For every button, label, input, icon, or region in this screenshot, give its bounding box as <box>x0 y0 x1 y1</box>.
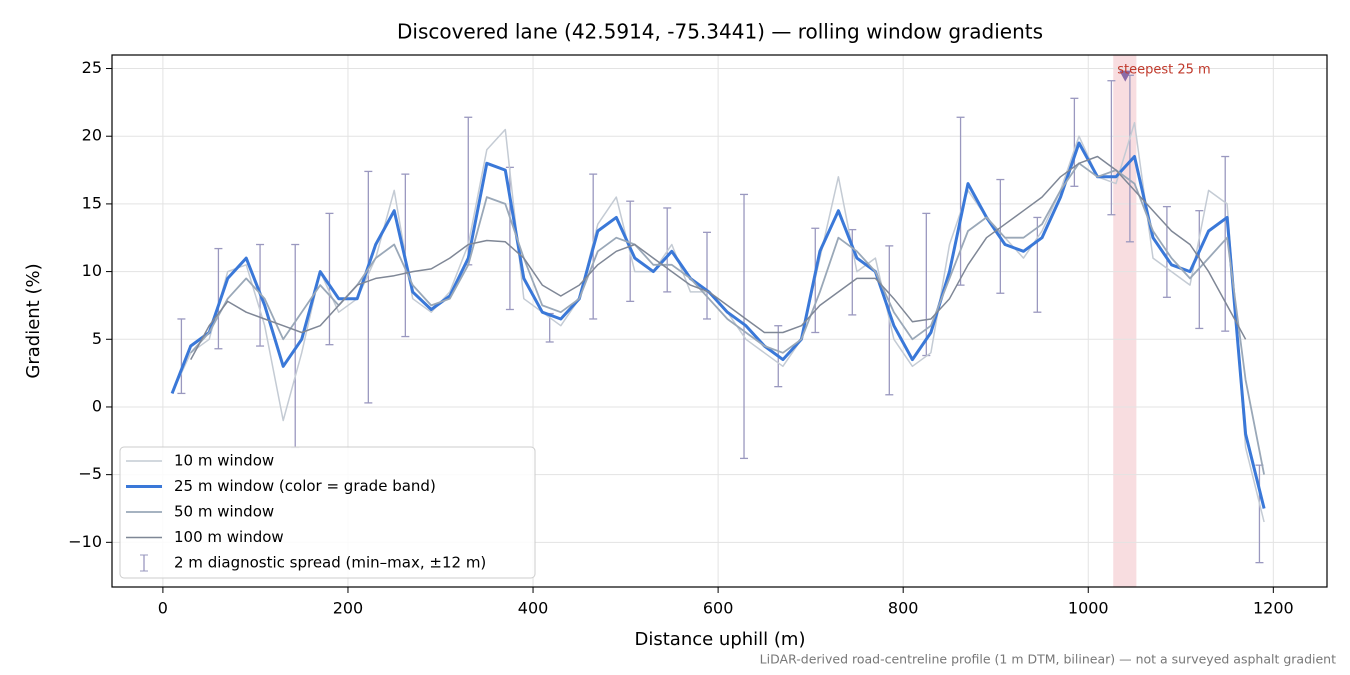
x-tick-label: 0 <box>158 599 168 618</box>
y-tick-label: 5 <box>92 329 102 348</box>
legend-box <box>119 446 536 579</box>
error-bar <box>364 170 373 404</box>
x-tick-label: 600 <box>703 599 734 618</box>
legend-label: 50 m window <box>174 503 274 521</box>
error-bar <box>177 318 186 395</box>
highlight-span <box>1113 55 1137 587</box>
chart-title: Discovered lane (42.5914, -75.3441) — ro… <box>397 20 1043 44</box>
error-bar <box>214 247 223 350</box>
y-tick-label: 15 <box>82 193 102 212</box>
series-line <box>190 155 1247 360</box>
error-bar <box>1033 216 1042 313</box>
error-bar <box>325 212 334 346</box>
footnote: LiDAR-derived road-centreline profile (1… <box>760 652 1336 667</box>
legend-label: 25 m window (color = grade band) <box>174 477 436 495</box>
y-tick-label: 20 <box>82 126 102 145</box>
steepest-label: steepest 25 m <box>1117 63 1210 78</box>
plot-frame <box>111 54 1328 588</box>
y-tick-label: 10 <box>82 261 102 280</box>
x-tick-label: 400 <box>518 599 549 618</box>
series-line <box>170 141 1266 509</box>
series-line <box>190 162 1265 475</box>
error-bar <box>1107 80 1116 216</box>
error-bar <box>703 231 712 320</box>
legend-label: 10 m window <box>174 452 274 470</box>
y-tick-label: 25 <box>82 58 102 77</box>
legend-label: 100 m window <box>174 528 284 546</box>
x-tick-label: 1200 <box>1253 599 1294 618</box>
y-axis-label: Gradient (%) <box>23 263 44 378</box>
y-tick-label: −10 <box>68 532 102 551</box>
error-bar <box>956 116 965 286</box>
x-axis-label: Distance uphill (m) <box>635 629 806 650</box>
x-tick-label: 1000 <box>1068 599 1109 618</box>
x-tick-label: 800 <box>888 599 919 618</box>
legend-label: 2 m diagnostic spread (min–max, ±12 m) <box>174 554 486 572</box>
error-bar <box>740 193 749 460</box>
y-tick-label: −5 <box>78 464 102 483</box>
y-tick-label: 0 <box>92 396 102 415</box>
x-tick-label: 200 <box>333 599 364 618</box>
steepest-marker <box>1119 70 1132 82</box>
